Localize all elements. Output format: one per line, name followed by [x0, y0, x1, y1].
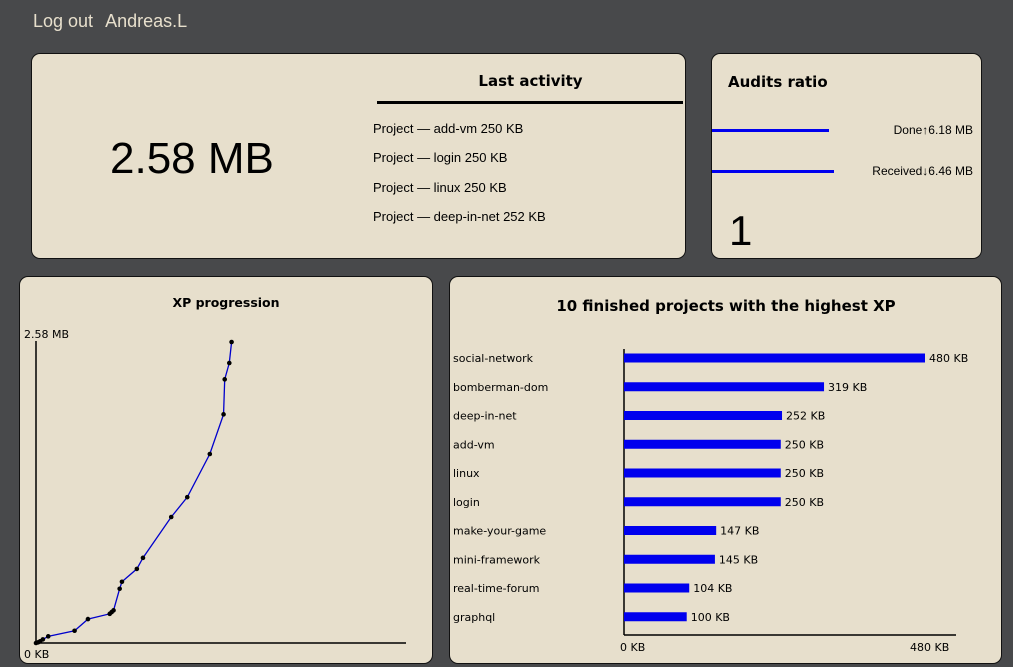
category-label: deep-in-net: [453, 410, 517, 423]
value-label: 145 KB: [719, 553, 758, 566]
username: Andreas.L: [105, 11, 188, 31]
total-xp-value: 2.58 MB: [110, 134, 274, 183]
bar: [624, 497, 781, 507]
activity-item: Project — deep-in-net 252 KB: [373, 209, 546, 224]
logout-button[interactable]: Log out: [33, 11, 94, 31]
y-axis-top-label: 2.58 MB: [24, 328, 69, 341]
bar: [624, 411, 783, 420]
value-label: 147 KB: [720, 525, 759, 538]
category-label: add-vm: [453, 438, 495, 451]
bar: [624, 353, 925, 363]
y-axis-bottom-label: 0 KB: [24, 648, 49, 661]
bar: [624, 612, 687, 622]
audit-done-bar: [712, 129, 829, 132]
audits-ratio-value: 1: [729, 207, 753, 254]
xp-progression-chart: XP progression 2.58 MB 0 KB: [24, 295, 406, 661]
audits-card: Audits ratio Done↑6.18 MB Received↓6.46 …: [711, 53, 982, 259]
data-point: [229, 339, 234, 345]
data-point: [226, 360, 232, 366]
audits-title: Audits ratio: [728, 73, 828, 91]
category-label: social-network: [453, 352, 534, 365]
activity-item: Project — linux 250 KB: [373, 180, 507, 195]
audit-done-label: Done↑6.18 MB: [893, 123, 973, 137]
category-label: graphql: [453, 611, 495, 624]
category-label: login: [453, 496, 480, 509]
activity-item: Project — add-vm 250 KB: [373, 121, 524, 136]
category-label: make-your-game: [453, 525, 546, 538]
data-point: [207, 451, 213, 457]
series-line: [35, 341, 233, 644]
value-label: 100 KB: [691, 611, 730, 624]
top-bar: Log out Andreas.L: [33, 11, 187, 35]
xp-total-card: 2.58 MB Last activity Project — add-vm 2…: [31, 53, 686, 259]
value-label: 480 KB: [929, 352, 968, 365]
last-activity-title: Last activity: [478, 72, 583, 90]
chart-title: 10 finished projects with the highest XP: [556, 297, 895, 315]
bar: [624, 439, 781, 449]
x-tick-label: 0 KB: [620, 641, 645, 654]
top-projects-card: 10 finished projects with the highest XP…: [449, 276, 1002, 664]
data-point: [221, 412, 226, 417]
data-point: [184, 494, 190, 500]
value-label: 319 KB: [828, 381, 867, 394]
chart-title: XP progression: [172, 295, 279, 310]
data-point: [134, 566, 140, 572]
activity-item: Project — login 250 KB: [373, 150, 508, 165]
bar: [624, 554, 715, 564]
top-projects-chart: 10 finished projects with the highest XP…: [453, 297, 968, 654]
category-label: real-time-forum: [453, 582, 539, 595]
bar: [624, 526, 717, 535]
x-tick-label: 480 KB: [910, 641, 949, 654]
audit-received-bar: [712, 170, 834, 173]
value-label: 250 KB: [785, 496, 824, 509]
data-point: [168, 514, 174, 520]
audit-received-label: Received↓6.46 MB: [872, 164, 973, 178]
value-label: 104 KB: [693, 582, 732, 595]
value-label: 250 KB: [785, 467, 824, 480]
value-label: 252 KB: [786, 410, 825, 423]
data-point: [117, 586, 122, 592]
data-point: [140, 555, 146, 561]
data-point: [40, 637, 46, 642]
data-point: [85, 616, 91, 622]
data-point: [72, 628, 77, 634]
bar: [624, 382, 825, 392]
value-label: 250 KB: [785, 438, 824, 451]
bar: [624, 583, 690, 593]
bar: [624, 468, 781, 478]
xp-progression-card: XP progression 2.58 MB 0 KB: [19, 276, 433, 664]
category-label: linux: [453, 467, 480, 480]
data-point: [222, 377, 228, 382]
category-label: mini-framework: [453, 553, 541, 566]
data-point: [119, 579, 125, 585]
last-activity-divider: [377, 101, 683, 104]
data-point: [111, 608, 116, 613]
data-point: [45, 634, 51, 639]
category-label: bomberman-dom: [453, 381, 548, 394]
